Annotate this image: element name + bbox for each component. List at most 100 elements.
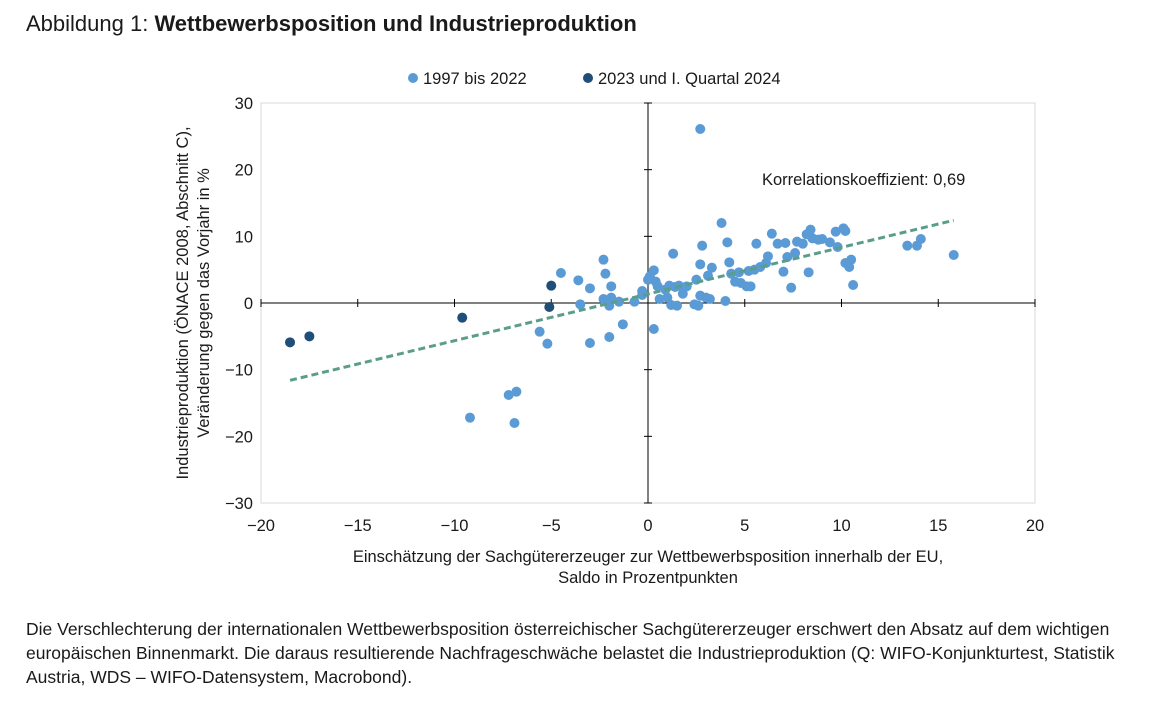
y-tick-label: 10 [235,228,253,246]
data-point-1997-2022 [902,240,913,251]
x-tick-label: 20 [1026,517,1044,535]
data-point-1997-2022 [584,338,595,348]
data-point-2023-2024 [285,337,296,348]
x-tick-label: 0 [643,517,652,535]
data-point-1997-2022 [637,290,648,300]
y-tick-label: 30 [235,95,253,113]
data-point-1997-2022 [915,234,926,244]
data-point-1997-2022 [575,299,586,310]
figure-title: Abbildung 1: Wettbewerbsposition und Ind… [26,11,637,37]
x-tick-label: −5 [542,517,561,535]
x-tick-label: −20 [247,517,275,535]
data-point-1997-2022 [817,234,828,244]
legend-marker [583,73,593,83]
data-point-2023-2024 [546,280,557,291]
y-tick-label: 20 [235,162,253,180]
data-point-1997-2022 [697,240,708,251]
data-point-1997-2022 [751,238,762,249]
trend-line-group [289,218,955,382]
data-point-1997-2022 [606,281,617,292]
data-point-1997-2022 [693,300,704,311]
data-point-1997-2022 [790,248,801,258]
trend-line [289,218,955,382]
data-point-1997-2022 [503,390,514,400]
data-point-1997-2022 [511,386,522,397]
data-point-1997-2022 [542,338,553,349]
data-point-1997-2022 [772,238,783,249]
y-tick-label: −10 [225,362,253,380]
correlation-annotation: Korrelationskoeffizient: 0,69 [762,171,965,189]
scatter-chart: 1997 bis 2022 2023 und I. Quartal 2024 −2… [174,70,1044,587]
data-point-1997-2022 [846,254,857,265]
data-point-1997-2022 [797,238,808,249]
figure-title-prefix: Abbildung 1: [26,11,155,36]
chart-axes: −20 −15 −10 −5 0 5 10 15 20 −30 −20 −10 0 10 20 30 [225,95,1044,535]
data-point-1997-2022 [720,296,731,306]
data-point-1997-2022 [677,288,688,299]
data-point-1997-2022 [555,268,566,278]
data-point-1997-2022 [803,267,814,278]
data-point-1997-2022 [648,324,659,334]
figure-caption: Die Verschlechterung der internationalen… [26,619,1115,687]
x-tick-label: −15 [344,517,372,535]
y-tick-label: −20 [225,428,253,446]
data-point-1997-2022 [848,280,859,290]
data-point-1997-2022 [786,282,797,293]
data-point-1997-2022 [600,268,611,279]
data-point-1997-2022 [464,412,475,423]
data-point-1997-2022 [584,283,595,294]
data-point-1997-2022 [766,228,777,239]
data-point-1997-2022 [695,259,706,270]
data-point-1997-2022 [706,262,717,273]
figure-title-text: Wettbewerbsposition und Industrieprodukt… [154,11,637,36]
x-tick-label: 5 [740,517,749,535]
data-point-1997-2022 [782,252,793,262]
data-point-1997-2022 [722,237,733,248]
data-point-1997-2022 [629,296,640,307]
data-point-1997-2022 [716,218,727,228]
y-tick-label: −30 [225,495,253,513]
data-point-1997-2022 [830,226,841,237]
data-point-2023-2024 [457,312,468,323]
data-point-1997-2022 [840,226,851,236]
data-point-2023-2024 [544,302,555,312]
data-point-1997-2022 [604,332,615,342]
x-tick-label: −10 [441,517,469,535]
data-point-1997-2022 [824,237,835,248]
y-tick-label: 0 [244,295,253,313]
chart-legend: 1997 bis 2022 2023 und I. Quartal 2024 [408,70,781,88]
x-axis-title-line-1: Einschätzung der Sachgütererzeuger zur W… [353,548,943,566]
data-point-1997-2022 [606,292,617,303]
data-point-1997-2022 [745,281,756,292]
data-point-1997-2022 [598,254,609,265]
x-tick-label: 15 [929,517,947,535]
data-point-1997-2022 [691,274,702,285]
data-point-1997-2022 [668,248,679,259]
x-axis-title-line-2: Saldo in Prozentpunkten [558,569,738,587]
data-point-1997-2022 [704,294,715,304]
data-point-1997-2022 [695,124,706,134]
data-point-1997-2022 [805,224,816,235]
legend-label: 2023 und I. Quartal 2024 [598,70,781,88]
data-point-1997-2022 [762,251,773,262]
data-point-1997-2022 [573,275,584,286]
data-point-1997-2022 [648,265,659,276]
data-point-1997-2022 [534,326,545,337]
data-point-1997-2022 [654,294,665,304]
data-point-1997-2022 [652,281,663,292]
data-point-1997-2022 [780,238,791,248]
data-point-1997-2022 [672,300,683,311]
data-point-1997-2022 [778,266,789,277]
legend-marker [408,73,418,83]
legend-label: 1997 bis 2022 [423,70,527,88]
data-point-1997-2022 [948,250,959,260]
x-tick-label: 10 [832,517,850,535]
data-point-1997-2022 [662,292,673,303]
y-axis-title-line-2: Veränderung gegen das Vorjahr in % [195,168,213,438]
data-points [285,124,959,428]
data-point-1997-2022 [509,418,520,428]
data-point-1997-2022 [598,294,609,304]
y-axis-title-line-1: Industrieproduktion (ÖNACE 2008, Abschni… [174,126,192,479]
data-point-2023-2024 [304,331,315,342]
data-point-1997-2022 [724,257,735,268]
